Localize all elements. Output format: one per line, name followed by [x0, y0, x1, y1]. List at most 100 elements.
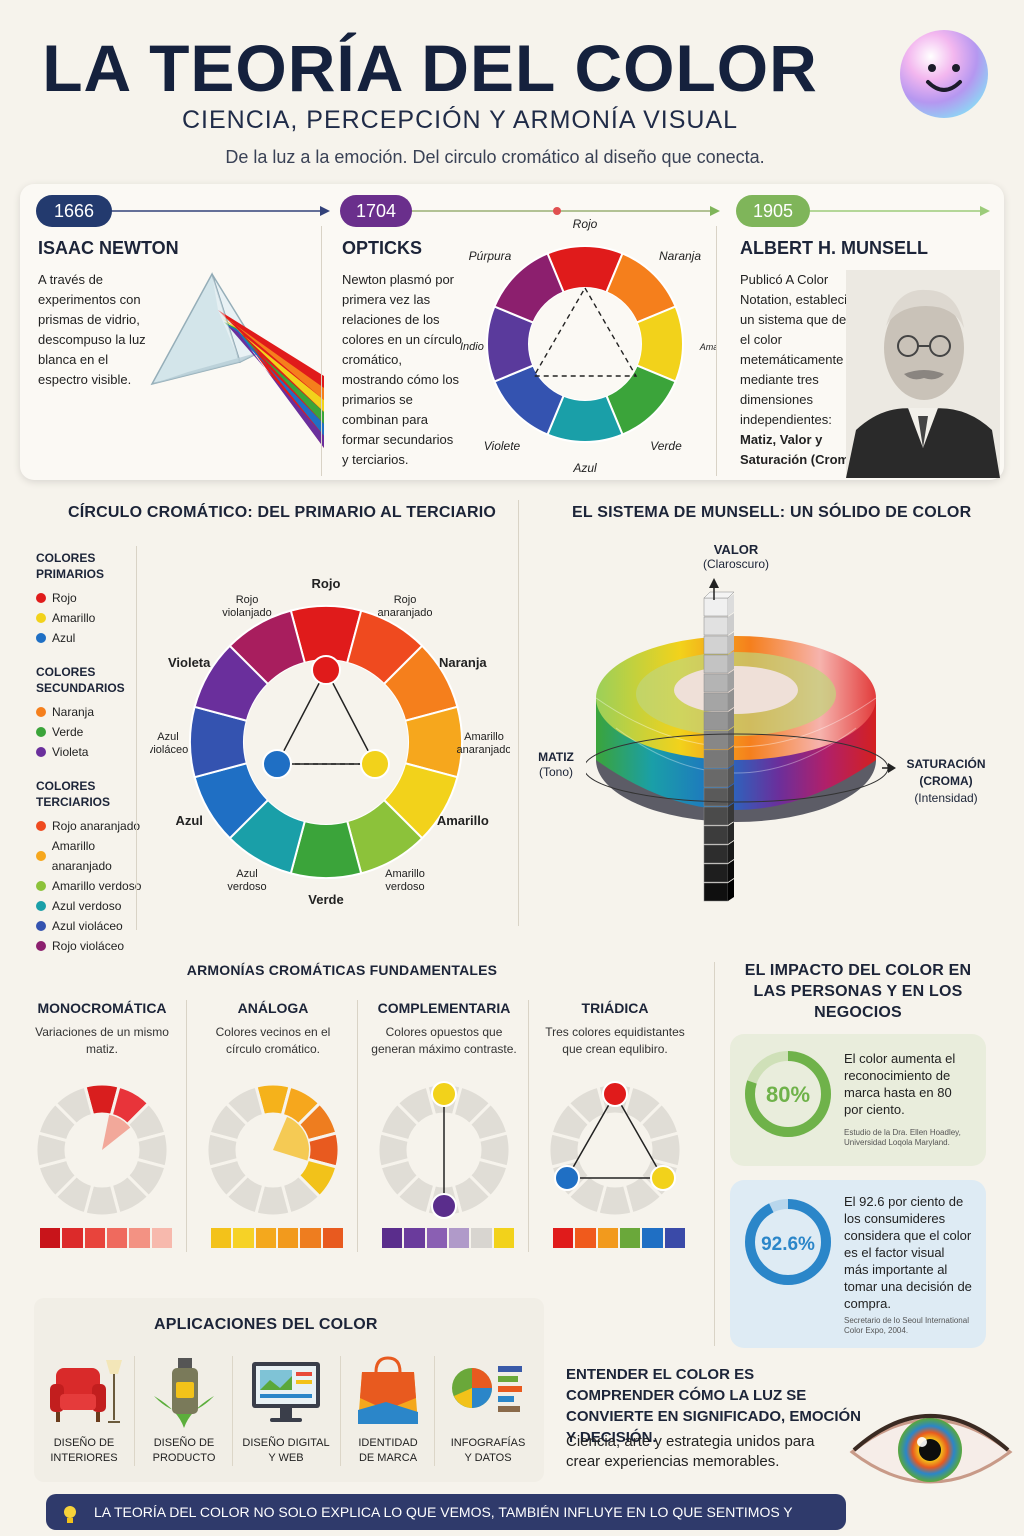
- legend-item: Violeta: [36, 742, 156, 762]
- legend-item: Amarillo: [36, 608, 156, 628]
- color-dot: [36, 633, 46, 643]
- matiz-label: MATIZ (Tono): [534, 750, 578, 780]
- swatch-chip: [597, 1228, 618, 1248]
- opticks-label-amarillo: Amarillo: [699, 342, 716, 352]
- legend-item: Azul verdoso: [36, 896, 156, 916]
- legend-item: Rojo anaranjado: [36, 816, 156, 836]
- harmony-swatch: [382, 1228, 516, 1248]
- footer-text: LA TEORÍA DEL COLOR NO SOLO EXPLICA LO Q…: [94, 1504, 793, 1520]
- value-block: [703, 673, 729, 693]
- legend-item: Amarillo verdoso: [36, 876, 156, 896]
- year-pill-1905: 1905: [736, 195, 810, 227]
- harmony-card: ANÁLOGA Colores vecinos en el círculo cro…: [193, 1000, 353, 1260]
- color-dot: [36, 747, 46, 757]
- value-block: [703, 787, 729, 807]
- matiz-sub: (Tono): [538, 765, 573, 779]
- legend-tertiary-heading: COLORES TERCIARIOS: [36, 779, 111, 809]
- monitor-icon: [252, 1362, 320, 1422]
- legend-item: Azul violáceo: [36, 916, 156, 936]
- value-block: [703, 863, 729, 883]
- color-dot: [36, 851, 46, 861]
- timeline-arrow: [110, 206, 990, 216]
- swatch-chip: [642, 1228, 663, 1248]
- wheel-label: Azul: [175, 813, 202, 828]
- stat-text-80: El color aumenta el reconocimiento de ma…: [844, 1051, 956, 1117]
- legend-primary-heading: COLORES PRIMARIOS: [36, 551, 105, 581]
- primary-red-dot: [311, 655, 341, 685]
- swatch-chip: [404, 1228, 425, 1248]
- legend-secondary-heading: COLORES SECUNDARIOS: [36, 665, 125, 695]
- color-dot: [36, 821, 46, 831]
- stat-card-80: 80% El color aumenta el reconocimiento d…: [730, 1034, 986, 1166]
- newton-heading: ISAAC NEWTON: [38, 238, 179, 258]
- swatch-chip: [619, 1228, 641, 1248]
- swatch-chip: [664, 1228, 685, 1248]
- stat-ring-80: 80%: [745, 1051, 831, 1137]
- eye-icon: [849, 1414, 1013, 1484]
- armchair-icon: [50, 1360, 122, 1423]
- harmony-title: TRIÁDICA: [581, 1000, 649, 1016]
- swatch-chip: [448, 1228, 470, 1248]
- matiz-title: MATIZ: [538, 750, 574, 764]
- product-bottle-icon: [154, 1358, 214, 1428]
- closing-subtext: Ciencia, arte y estrategia unidos para c…: [566, 1433, 815, 1470]
- harmony-desc: Tres colores equidistantes que crean equ…: [545, 1025, 685, 1056]
- stat-ring-926: 92.6%: [745, 1199, 831, 1285]
- page-tagline: De la luz a la emoción. Del circulo crom…: [225, 147, 765, 167]
- munsell-solid: [586, 578, 896, 902]
- year-pill-1704: 1704: [340, 195, 412, 227]
- munsell-section-title: EL SISTEMA DE MUNSELL: UN SÓLIDO DE COLO…: [572, 504, 972, 521]
- harmony-card: TRIÁDICA Tres colores equidistantes que c…: [535, 1000, 695, 1260]
- opticks-label-verde: Verde: [650, 439, 682, 453]
- valor-title: VALOR: [713, 542, 759, 557]
- value-block: [703, 749, 729, 769]
- harmony-swatch: [40, 1228, 174, 1248]
- wheel-label: Rojo violanjado: [222, 594, 272, 619]
- app-label-infografias: INFOGRAFÍAS Y DATOS: [450, 1437, 526, 1464]
- swatch-chip: [84, 1228, 105, 1248]
- harmony-title: MONOCROMÁTICA: [37, 1000, 167, 1016]
- year-pill-1666: 1666: [36, 195, 112, 227]
- value-block: [703, 711, 729, 731]
- munsell-heading: ALBERT H. MUNSELL: [740, 238, 928, 258]
- harmony-wheel: [34, 1082, 170, 1218]
- wheel-label: Amarillo anaranjado: [456, 731, 510, 756]
- legend-item: Amarillo anaranjado: [36, 836, 156, 876]
- opticks-label-violete: Violete: [484, 439, 521, 453]
- harmony-wheel: [205, 1082, 341, 1218]
- color-dot: [36, 881, 46, 891]
- color-wheel: Rojo Rojo anaranjado Naranja Amarillo anaranj…: [150, 576, 510, 907]
- wheel-label: Naranja: [439, 655, 487, 670]
- value-block: [703, 825, 729, 845]
- color-dot: [36, 921, 46, 931]
- smiley-icon: [900, 30, 988, 118]
- opticks-label-rojo: Rojo: [573, 217, 598, 231]
- app-label-digital: DISEÑO DIGITAL Y WEB: [242, 1437, 330, 1464]
- legend-item: Verde: [36, 722, 156, 742]
- wheel-label: Violeta: [168, 655, 211, 670]
- closing-statement: ENTENDER EL COLOR ES COMPRENDER CÓMO LA …: [566, 1366, 862, 1446]
- harmony-card: COMPLEMENTARIA Colores opuestos que gener…: [364, 1000, 524, 1260]
- harmony-desc: Colores opuestos que generan máximo cont…: [371, 1025, 517, 1056]
- page-title: LA TEORÍA DEL COLOR: [42, 31, 818, 105]
- value-block: [703, 692, 729, 712]
- swatch-chip: [471, 1228, 492, 1248]
- value-block: [703, 844, 729, 864]
- harmony-swatch: [211, 1228, 345, 1248]
- harmonies-title: ARMONÍAS CROMÁTICAS FUNDAMENTALES: [186, 962, 498, 978]
- swatch-chip: [277, 1228, 299, 1248]
- app-label-producto: DISEÑO DE PRODUCTO: [152, 1437, 216, 1464]
- applications-title: APLICACIONES DEL COLOR: [154, 1316, 378, 1333]
- color-dot: [36, 941, 46, 951]
- color-dot: [36, 707, 46, 717]
- saturacion-label: SATURACIÓN (CROMA) (Intensidad): [900, 756, 992, 807]
- legend-item: Naranja: [36, 702, 156, 722]
- value-block: [703, 654, 729, 674]
- opticks-label-azul: Azul: [572, 461, 597, 475]
- legend-item: Azul: [36, 628, 156, 648]
- value-block: [703, 882, 729, 902]
- wheel-label: Rojo anaranjado: [377, 594, 432, 619]
- opticks-label-naranja: Naranja: [659, 249, 701, 263]
- swatch-chip: [553, 1228, 574, 1248]
- color-dot: [36, 727, 46, 737]
